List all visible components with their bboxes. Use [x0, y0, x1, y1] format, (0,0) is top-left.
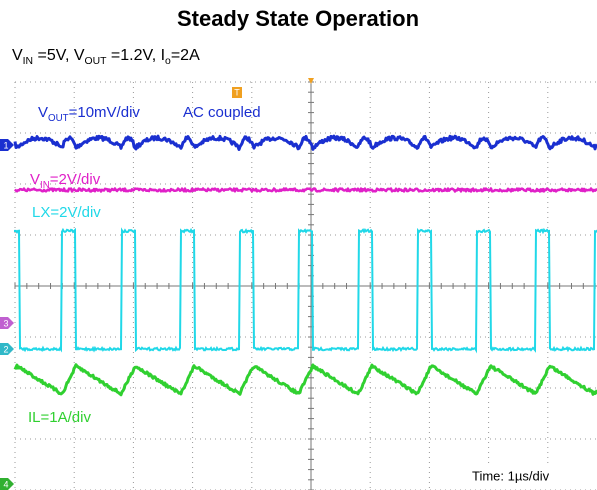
subscript: IN — [23, 56, 33, 67]
subscript: OUT — [48, 113, 69, 124]
channel-marker-label: 3 — [3, 318, 8, 328]
subscript: OUT — [85, 56, 108, 67]
channel-label: AC coupled — [183, 104, 261, 121]
text-part: V — [38, 104, 48, 121]
text-part: LX=2V/div — [32, 204, 101, 221]
labels: VOUT=10mV/div AC coupledVIN=2V/divLX=2V/d… — [0, 78, 585, 490]
timebase: Time: 1µs/div — [472, 468, 550, 483]
trigger-position — [308, 78, 314, 84]
text-part: =5V, V — [33, 47, 85, 64]
graticule — [14, 81, 597, 490]
text-part: AC coupled — [183, 104, 261, 121]
waveforms — [13, 134, 597, 397]
timebase-box — [465, 466, 585, 488]
text-part: =10mV/div — [69, 104, 141, 121]
channel-label: LX=2V/div — [32, 204, 101, 221]
channel-marker-label: 1 — [3, 140, 8, 150]
text-part: IL=1A/div — [28, 409, 91, 426]
channel-marker — [0, 317, 14, 329]
channel-marker-label: 4 — [3, 479, 8, 489]
waveform — [14, 187, 597, 193]
text-part: =1.2V, I — [106, 47, 165, 64]
waveform — [13, 134, 597, 151]
text-part: =2A — [171, 47, 200, 64]
waveform — [13, 363, 597, 397]
trigger-marker — [232, 87, 242, 98]
channel-label: VIN=2V/div — [30, 171, 101, 191]
channel-marker — [0, 478, 14, 490]
subscript: IN — [40, 180, 50, 191]
title: Steady State Operation — [177, 6, 419, 31]
channel-label: IL=1A/div — [28, 409, 91, 426]
channel-marker-label: 2 — [3, 344, 8, 354]
subscript: o — [165, 56, 171, 67]
channel-marker — [0, 343, 14, 355]
channel-label: VOUT=10mV/div — [38, 104, 140, 124]
trigger-marker-label: T — [234, 87, 240, 97]
text-part: =2V/div — [50, 171, 101, 188]
subtitle: VIN =5V, VOUT =1.2V, Io=2A — [12, 47, 200, 67]
text-part: V — [12, 47, 23, 64]
channel-marker — [0, 139, 14, 151]
waveform — [14, 227, 597, 354]
text-part: V — [30, 171, 40, 188]
